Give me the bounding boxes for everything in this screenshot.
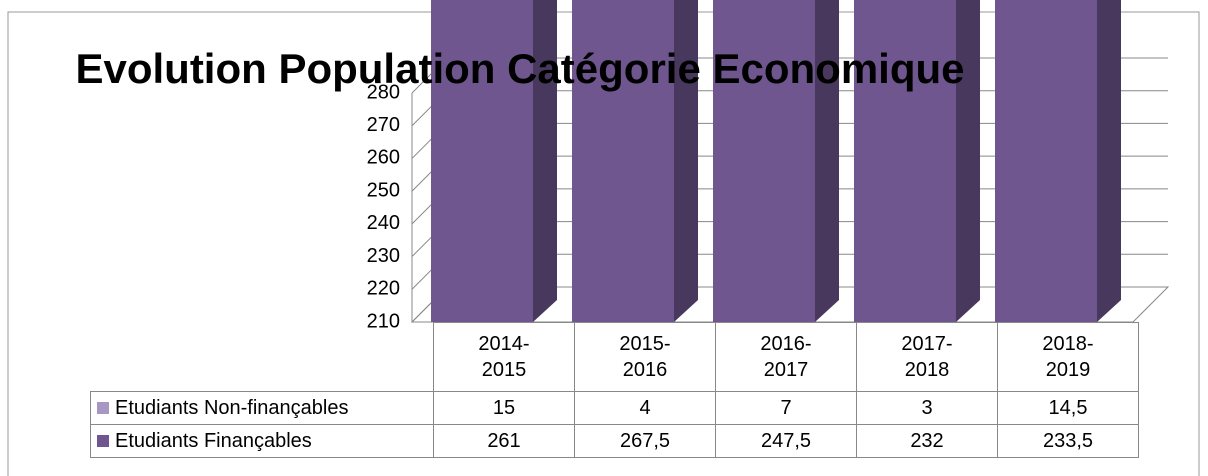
category-cell: 2014-2015 [433, 322, 575, 392]
category-cell: 2015-2016 [574, 322, 716, 392]
bar-front [431, 0, 533, 322]
legend-label: Etudiants Finançables [115, 429, 312, 452]
value-cell: 7 [715, 391, 857, 425]
value-cell: 4 [574, 391, 716, 425]
y-tick-label: 280 [367, 81, 400, 103]
legend-label: Etudiants Non-finançables [115, 396, 349, 419]
value-cell: 267,5 [574, 424, 716, 458]
y-tick-label: 250 [367, 179, 400, 201]
bar-side [956, 0, 980, 322]
value-cell: 247,5 [715, 424, 857, 458]
table-header: 2014-2015 2015-2016 2016-2017 2017-2018 2018… [90, 322, 1139, 392]
bar-side [815, 0, 839, 322]
category-cell: 2018-2019 [997, 322, 1139, 392]
bar [713, 0, 839, 323]
x-tick-label: 2016-2017 [760, 333, 812, 381]
table-row: Etudiants Finançables 261 267,5 247,5 232 233… [90, 424, 1139, 458]
bar [995, 0, 1121, 323]
value-cell: 15 [433, 391, 575, 425]
category-cell: 2017-2018 [856, 322, 998, 392]
value-cell: 261 [433, 424, 575, 458]
x-tick-label: 2017-2018 [901, 333, 953, 381]
data-table: 2014-2015 2015-2016 2016-2017 2017-2018 2018… [90, 322, 1139, 458]
y-tick-label: 260 [367, 147, 400, 169]
x-tick-label: 2015-2016 [619, 333, 671, 381]
legend-cell: Etudiants Non-finançables [90, 391, 434, 425]
bar-front [572, 0, 674, 322]
bar-front [995, 0, 1097, 323]
bar [572, 0, 698, 322]
bar [854, 0, 980, 322]
value-cell: 14,5 [997, 391, 1139, 425]
x-tick-label: 2018-2019 [1042, 333, 1094, 381]
y-tick-label: 230 [367, 245, 400, 267]
bar-side [533, 0, 557, 322]
bar-front [854, 0, 956, 322]
chart-title: Evolution Population Catégorie Economiqu… [75, 45, 964, 92]
legend-swatch [97, 434, 109, 447]
y-tick-label: 240 [367, 212, 400, 234]
y-tick-label: 270 [367, 114, 400, 136]
x-tick-label: 2014-2015 [478, 333, 530, 381]
bar-side [1097, 0, 1121, 322]
y-tick-label: 220 [367, 278, 400, 300]
table-row: Etudiants Non-finançables 15 4 7 3 14,5 [90, 391, 1139, 425]
value-cell: 232 [856, 424, 998, 458]
legend-cell: Etudiants Finançables [90, 424, 434, 458]
table-corner [90, 322, 434, 392]
bar [431, 0, 557, 322]
legend-swatch [97, 401, 109, 414]
value-cell: 233,5 [997, 424, 1139, 458]
bar-front [713, 0, 815, 323]
category-cell: 2016-2017 [715, 322, 857, 392]
value-cell: 3 [856, 391, 998, 425]
bar-side [674, 0, 698, 322]
